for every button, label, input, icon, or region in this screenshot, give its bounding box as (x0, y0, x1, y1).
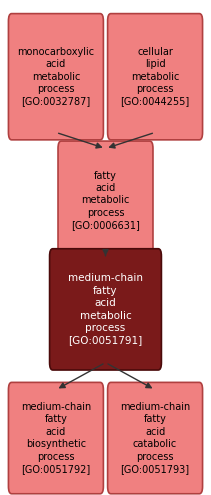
Text: fatty
acid
metabolic
process
[GO:0006631]: fatty acid metabolic process [GO:0006631… (71, 171, 140, 230)
FancyBboxPatch shape (58, 141, 153, 260)
Text: medium-chain
fatty
acid
biosynthetic
process
[GO:0051792]: medium-chain fatty acid biosynthetic pro… (21, 402, 91, 474)
FancyBboxPatch shape (8, 13, 103, 140)
FancyBboxPatch shape (108, 382, 203, 494)
Text: medium-chain
fatty
acid
metabolic
process
[GO:0051791]: medium-chain fatty acid metabolic proces… (68, 273, 143, 346)
FancyBboxPatch shape (50, 248, 161, 370)
FancyBboxPatch shape (108, 13, 203, 140)
FancyBboxPatch shape (8, 382, 103, 494)
Text: monocarboxylic
acid
metabolic
process
[GO:0032787]: monocarboxylic acid metabolic process [G… (17, 47, 95, 106)
Text: cellular
lipid
metabolic
process
[GO:0044255]: cellular lipid metabolic process [GO:004… (120, 47, 190, 106)
Text: medium-chain
fatty
acid
catabolic
process
[GO:0051793]: medium-chain fatty acid catabolic proces… (120, 402, 190, 474)
